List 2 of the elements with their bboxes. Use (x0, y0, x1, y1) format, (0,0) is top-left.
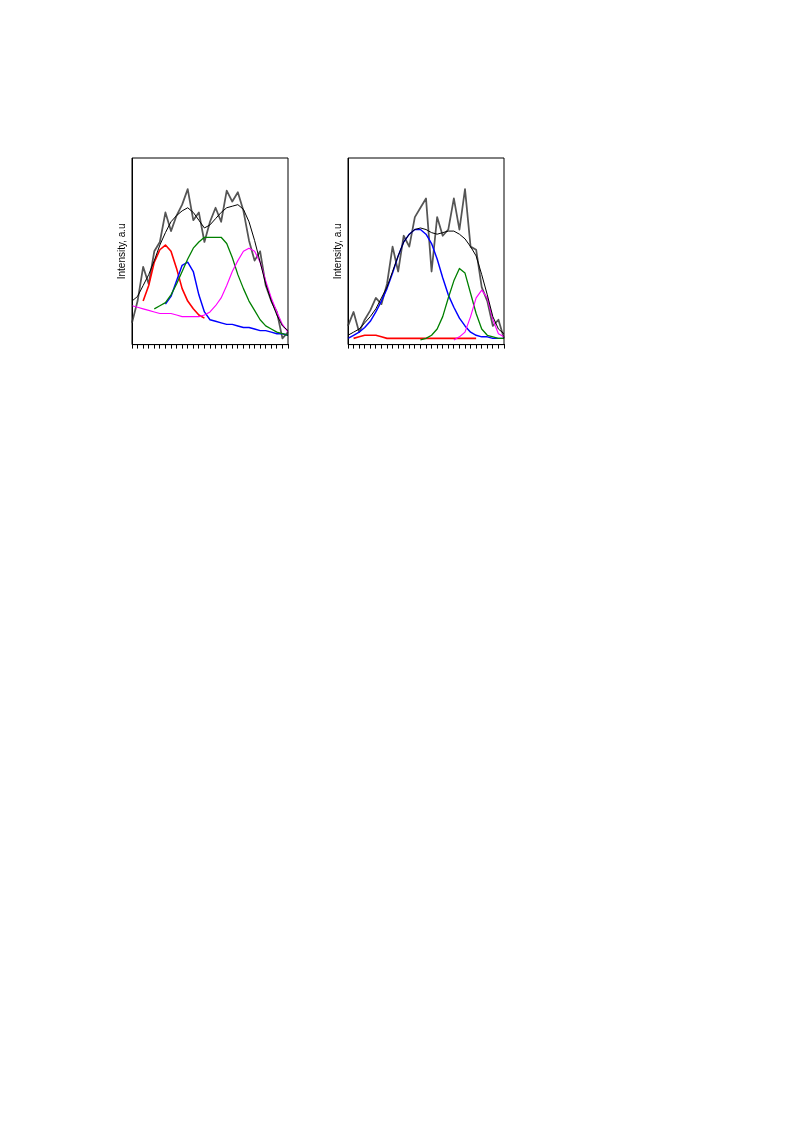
y-axis-title: Intensity, a.u (331, 223, 343, 280)
y-axis-title: Intensity, a.u (115, 223, 127, 280)
